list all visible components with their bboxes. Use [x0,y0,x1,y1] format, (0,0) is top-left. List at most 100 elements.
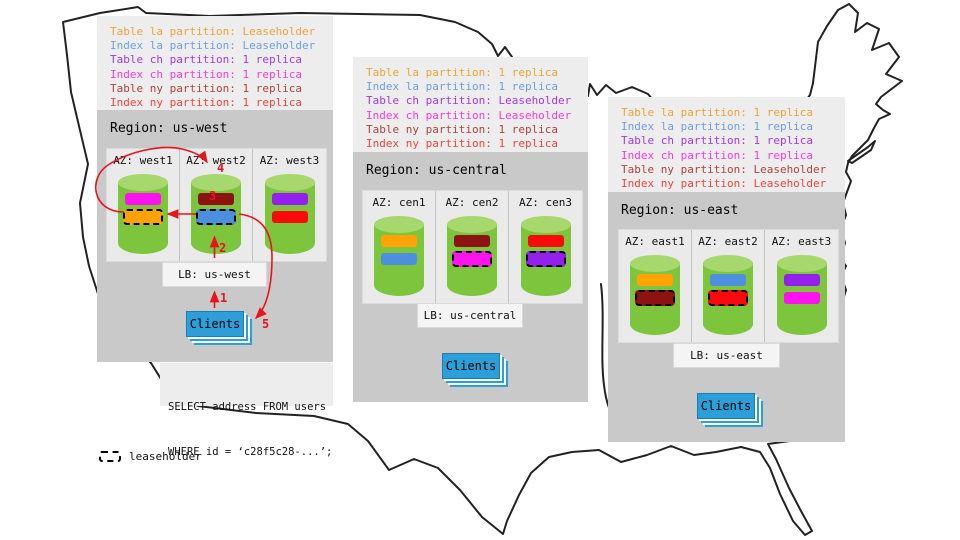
cylinder-top [776,255,827,272]
db-node-cylinder [191,174,241,256]
partition-bar-table-la [381,235,417,247]
legend-line: Table la partition: 1 replica [621,106,814,119]
az-box-cen3: AZ: cen3 [509,191,582,303]
az-box-west1: AZ: west1 [107,149,180,261]
az-label: AZ: east2 [698,235,758,248]
step-number-5: 5 [262,317,270,331]
legend-line: Index la partition: Leaseholder [110,39,316,53]
leaseholder-key-label: leaseholder [129,450,202,463]
partition-bar-index-ch [125,193,161,205]
clients-box-us-west: Clients [186,311,244,337]
az-box-west3: AZ: west3 [253,149,326,261]
legend-line: Index ch partition: Leaseholder [366,108,572,122]
legend-line: Table la partition: 1 replica [366,66,559,79]
clients-box-us-east: Clients [697,393,755,419]
query-box: SELECT address FROM users WHERE id = ‘c2… [160,363,333,458]
az-box-cen1: AZ: cen1 [363,191,436,303]
db-node-cylinder [630,255,680,337]
legend-box-us-west: Table la partition: Leaseholder Index la… [97,16,333,110]
cylinder-top [264,174,315,191]
partition-bar-index-la [710,274,746,286]
cylinder-top [703,255,753,272]
lb-box-us-central: LB: us-central [417,303,523,328]
db-node-cylinder [776,255,827,337]
az-label: AZ: east1 [625,235,685,248]
partition-bar-index-ny [527,235,564,247]
az-row: AZ: east1 AZ: east2 AZ: [618,229,839,343]
legend-line: Index ny partition: Leaseholder [621,177,827,191]
az-label: AZ: west1 [113,154,173,167]
legend-line: Index la partition: 1 replica [366,80,559,94]
az-label: AZ: east3 [771,235,832,248]
db-node-cylinder [374,216,424,298]
db-node-cylinder [447,216,497,298]
legend-line: Table ny partition: 1 replica [366,122,559,136]
db-node-cylinder [118,174,168,256]
partition-bar-index-ch [783,292,820,304]
lb-box-us-east: LB: us-east [673,343,780,368]
legend-line: Index la partition: 1 replica [621,120,814,134]
legend-line: Table ny partition: 1 replica [110,81,303,95]
region-title: Region: us-central [366,163,507,178]
partition-bar-table-ny-leaseholder [635,290,675,306]
partition-bar-index-ny-leaseholder [708,290,748,306]
legend-line: Table ch partition: 1 replica [621,134,814,148]
legend-line: Index ch partition: 1 replica [621,148,814,162]
partition-bar-table-la-leaseholder [123,209,163,225]
legend-line: Table la partition: Leaseholder [110,25,316,38]
az-label: AZ: cen2 [445,196,499,209]
legend-box-us-east: Table la partition: 1 replica Index la p… [608,97,845,192]
legend-line: Table ny partition: Leaseholder [621,162,827,176]
partition-bar-table-ny [454,235,490,247]
az-box-east2: AZ: east2 [692,230,765,342]
partition-bar-table-ch-leaseholder [525,251,566,267]
partition-bar-table-ch [271,193,308,205]
long-island-outline [847,140,876,164]
step-number-4: 4 [217,161,225,175]
lb-label: LB: us-central [423,309,517,322]
legend-line: Index ch partition: 1 replica [110,67,303,81]
partition-bar-table-la [637,274,673,286]
legend-line: Table ch partition: 1 replica [110,53,303,67]
clients-label: Clients [189,317,241,331]
legend-line: Index ny partition: 1 replica [110,96,303,110]
legend-line: Index ny partition: 1 replica [366,137,559,151]
az-label: AZ: west3 [259,154,320,167]
az-row: AZ: cen1 AZ: cen2 AZ: ce [362,190,583,304]
legend-box-us-central: Table la partition: 1 replica Index la p… [353,57,588,152]
cylinder-top [520,216,571,233]
clients-label: Clients [445,359,497,373]
az-box-east3: AZ: east3 [765,230,838,342]
query-line-2: WHERE id = ‘c28f5c28-...’; [168,446,333,458]
az-label: AZ: cen1 [372,196,426,209]
partition-bar-index-ny [271,211,308,223]
query-line-1: SELECT address FROM users [168,401,327,413]
az-box-cen2: AZ: cen2 [436,191,509,303]
db-node-cylinder [264,174,315,256]
region-title: Region: us-west [110,121,228,136]
step-number-1: 1 [220,291,228,305]
partition-bar-index-la [381,253,417,265]
legend-line: Table ch partition: Leaseholder [366,94,572,108]
cylinder-top [374,216,424,233]
db-node-cylinder [520,216,571,298]
partition-bar-index-la-leaseholder [196,209,236,225]
partition-bar-table-ch [783,274,820,286]
clients-box-us-central: Clients [442,353,500,379]
leaseholder-key-swatch [99,451,121,462]
region-panel-us-east: Region: us-east AZ: east1 AZ: east2 [608,192,845,442]
cylinder-top [118,174,168,191]
az-box-east1: AZ: east1 [619,230,692,342]
lb-label: LB: us-east [690,349,763,362]
lb-label: LB: us-west [178,268,251,281]
db-node-cylinder [703,255,753,337]
partition-bar-index-ch-leaseholder [452,251,492,267]
cylinder-top [630,255,680,272]
step-number-2: 2 [219,241,227,255]
az-label: AZ: west2 [186,154,246,167]
cylinder-top [447,216,497,233]
lb-box-us-west: LB: us-west [162,262,267,287]
az-label: AZ: cen3 [519,196,572,209]
region-title: Region: us-east [621,203,739,218]
